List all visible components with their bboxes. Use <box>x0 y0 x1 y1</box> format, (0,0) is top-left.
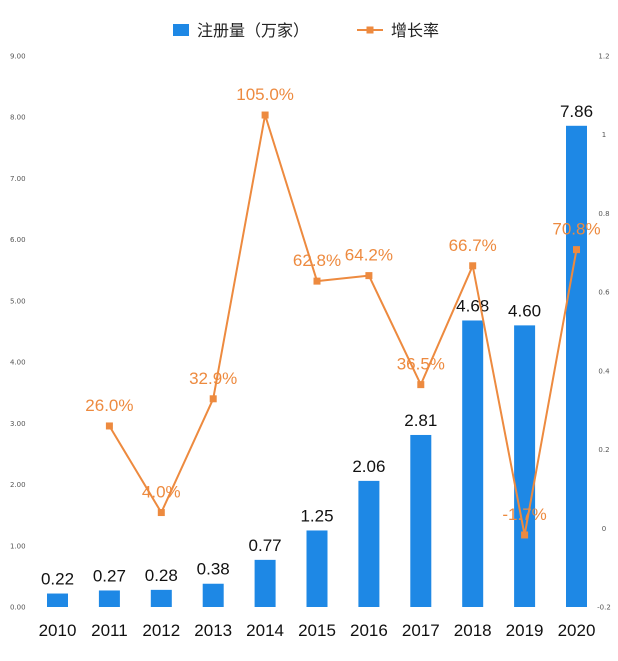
right-tick-label: 1 <box>602 131 606 139</box>
right-tick-label: 0.8 <box>598 210 609 218</box>
bar <box>98 590 120 607</box>
left-tick-label: 7.00 <box>10 175 26 183</box>
legend-line-swatch <box>357 26 383 34</box>
line-marker <box>469 262 477 270</box>
line-data-label: 70.8% <box>552 220 600 239</box>
line-data-label: 105.0% <box>236 85 294 104</box>
bar <box>254 559 276 607</box>
left-tick-label: 6.00 <box>10 236 26 244</box>
bar-data-label: 2.06 <box>352 457 385 476</box>
left-tick-label: 3.00 <box>10 420 26 428</box>
line-marker <box>209 395 217 403</box>
right-tick-label: 1.2 <box>598 53 609 61</box>
x-tick-label: 2010 <box>39 621 77 640</box>
right-tick-label: -0.2 <box>597 604 611 612</box>
x-tick-label: 2014 <box>246 621 284 640</box>
line-marker <box>157 509 165 517</box>
x-tick-label: 2012 <box>142 621 180 640</box>
bar-data-label: 0.28 <box>145 566 178 585</box>
bar <box>202 583 224 607</box>
x-tick-label: 2015 <box>298 621 336 640</box>
bar <box>514 325 536 607</box>
right-axis: -0.2 0 0.2 0.4 0.6 0.8 1 1.2 <box>597 53 611 612</box>
bar <box>47 593 68 607</box>
bar <box>410 434 432 607</box>
growth-line <box>108 114 578 536</box>
right-tick-label: 0.4 <box>598 367 610 375</box>
line-labels: 26.0% 4.0% 32.9% 105.0% 62.8% 64.2% 36.5% 66.7%… <box>85 85 600 524</box>
left-tick-label: 8.00 <box>10 114 26 122</box>
bar-data-label: 4.60 <box>508 301 541 320</box>
x-tick-label: 2018 <box>454 621 492 640</box>
left-tick-label: 9.00 <box>10 53 26 61</box>
line-series <box>105 111 580 539</box>
bar <box>462 320 484 607</box>
bar-data-label: 2.81 <box>404 411 437 430</box>
line-data-label: -1.7% <box>502 505 546 524</box>
bar-data-label: 0.27 <box>93 566 126 585</box>
x-tick-label: 2017 <box>402 621 440 640</box>
x-tick-label: 2019 <box>506 621 544 640</box>
legend-bar-swatch <box>173 24 189 36</box>
x-tick-label: 2020 <box>558 621 596 640</box>
right-tick-label: 0.2 <box>598 446 609 454</box>
line-marker <box>417 381 425 389</box>
x-axis: 2010 2011 2012 2013 2014 2015 2016 2017 2018 2019… <box>39 621 596 640</box>
line-marker <box>313 277 321 285</box>
bar-series <box>47 125 587 607</box>
bar-data-label: 1.25 <box>300 506 333 525</box>
line-marker <box>365 272 373 280</box>
left-axis: 0.00 1.00 2.00 3.00 4.00 5.00 6.00 7.00 8.00 9.00 <box>10 53 26 612</box>
line-data-label: 64.2% <box>345 246 393 265</box>
x-tick-label: 2016 <box>350 621 388 640</box>
line-data-label: 4.0% <box>142 483 181 502</box>
line-data-label: 36.5% <box>397 355 445 374</box>
right-tick-label: 0.6 <box>598 289 610 297</box>
line-marker <box>573 246 580 254</box>
line-marker <box>261 111 269 119</box>
legend: 注册量（万家） 增长率 <box>173 21 439 40</box>
bar-data-label: 7.86 <box>560 102 593 121</box>
line-data-label: 32.9% <box>189 369 237 388</box>
bar-data-label: 0.38 <box>197 560 230 579</box>
right-tick-label: 0 <box>602 525 606 533</box>
left-tick-label: 0.00 <box>10 604 26 612</box>
left-tick-label: 2.00 <box>10 481 26 489</box>
bar-data-label: 0.22 <box>41 570 74 589</box>
line-marker <box>521 531 529 539</box>
bar <box>358 480 380 607</box>
left-tick-label: 4.00 <box>10 359 26 367</box>
line-data-label: 26.0% <box>85 396 133 415</box>
legend-line-label: 增长率 <box>391 21 439 40</box>
bar-labels: 0.22 0.27 0.28 0.38 0.77 1.25 2.06 2.81 4.68 4.60… <box>41 102 593 589</box>
x-tick-label: 2013 <box>194 621 232 640</box>
bar <box>306 530 328 607</box>
bar-data-label: 4.68 <box>456 296 489 315</box>
line-marker <box>105 422 113 430</box>
line-data-label: 66.7% <box>449 236 497 255</box>
bar <box>150 589 172 607</box>
legend-bar-label: 注册量（万家） <box>197 21 309 40</box>
bar <box>566 125 587 607</box>
x-tick-label: 2011 <box>91 621 128 640</box>
left-tick-label: 5.00 <box>10 297 26 305</box>
bar-data-label: 0.77 <box>249 536 282 555</box>
line-data-label: 62.8% <box>293 251 341 270</box>
left-tick-label: 1.00 <box>10 542 26 550</box>
